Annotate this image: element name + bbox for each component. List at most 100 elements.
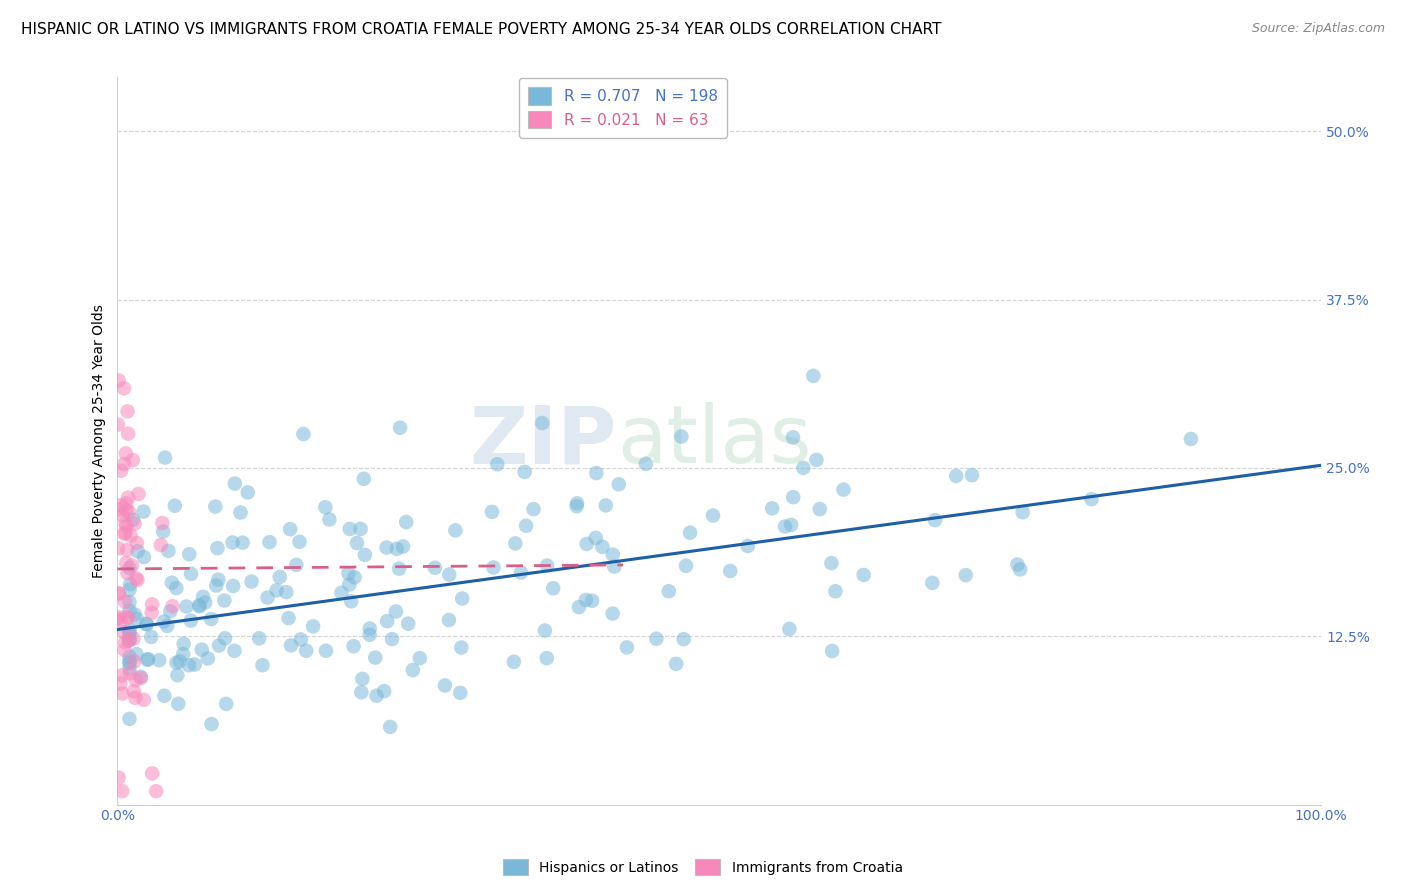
Point: [820, 556, 842, 570]
Point: [122, 632, 145, 646]
Point: [111, 508, 134, 523]
Point: [183, 657, 205, 672]
Point: [634, 457, 657, 471]
Point: [439, 567, 461, 582]
Point: [125, 673, 148, 687]
Point: [585, 531, 607, 545]
Point: [276, 585, 298, 599]
Point: [359, 628, 381, 642]
Legend: Hispanics or Latinos, Immigrants from Croatia: Hispanics or Latinos, Immigrants from Cr…: [498, 854, 908, 880]
Point: [194, 595, 217, 609]
Point: [107, 771, 129, 785]
Point: [389, 420, 412, 434]
Point: [1180, 432, 1202, 446]
Point: [510, 566, 533, 580]
Point: [718, 564, 741, 578]
Point: [645, 632, 668, 646]
Point: [388, 562, 411, 576]
Point: [118, 505, 141, 519]
Point: [114, 526, 136, 541]
Point: [778, 622, 800, 636]
Point: [318, 512, 340, 526]
Point: [486, 458, 509, 472]
Point: [177, 658, 200, 673]
Point: [536, 651, 558, 665]
Point: [340, 594, 363, 608]
Point: [118, 604, 141, 618]
Y-axis label: Female Poverty Among 25-34 Year Olds: Female Poverty Among 25-34 Year Olds: [93, 304, 107, 578]
Point: [141, 630, 163, 644]
Point: [115, 519, 138, 533]
Point: [568, 600, 591, 615]
Point: [352, 672, 374, 686]
Point: [117, 491, 139, 505]
Point: [449, 686, 471, 700]
Point: [607, 477, 630, 491]
Point: [115, 503, 138, 517]
Point: [482, 560, 505, 574]
Point: [118, 627, 141, 641]
Point: [773, 519, 796, 533]
Point: [136, 653, 159, 667]
Point: [129, 671, 152, 685]
Point: [832, 483, 855, 497]
Point: [515, 518, 537, 533]
Point: [205, 578, 228, 592]
Point: [761, 501, 783, 516]
Point: [124, 607, 146, 622]
Point: [122, 654, 145, 668]
Point: [157, 544, 180, 558]
Point: [214, 593, 236, 607]
Point: [278, 522, 301, 536]
Point: [145, 784, 167, 798]
Point: [112, 643, 135, 657]
Point: [292, 427, 315, 442]
Point: [148, 653, 170, 667]
Point: [502, 655, 524, 669]
Point: [118, 582, 141, 597]
Point: [222, 579, 245, 593]
Point: [395, 515, 418, 529]
Point: [112, 381, 135, 395]
Point: [118, 654, 141, 668]
Point: [385, 541, 408, 556]
Point: [1010, 562, 1032, 576]
Point: [204, 500, 226, 514]
Point: [107, 373, 129, 387]
Point: [375, 614, 398, 628]
Point: [153, 689, 176, 703]
Point: [808, 502, 831, 516]
Point: [114, 516, 136, 531]
Point: [337, 577, 360, 591]
Point: [409, 651, 432, 665]
Point: [350, 685, 373, 699]
Point: [162, 599, 184, 614]
Point: [671, 429, 693, 443]
Point: [114, 635, 136, 649]
Point: [437, 613, 460, 627]
Point: [531, 416, 554, 430]
Point: [247, 632, 270, 646]
Point: [256, 591, 278, 605]
Point: [591, 540, 613, 554]
Point: [152, 524, 174, 539]
Point: [288, 534, 311, 549]
Point: [122, 513, 145, 527]
Point: [602, 548, 624, 562]
Point: [259, 535, 281, 549]
Point: [166, 668, 188, 682]
Point: [115, 610, 138, 624]
Point: [129, 670, 152, 684]
Point: [135, 616, 157, 631]
Point: [290, 632, 312, 647]
Point: [114, 446, 136, 460]
Point: [330, 586, 353, 600]
Point: [117, 426, 139, 441]
Point: [955, 568, 977, 582]
Point: [107, 610, 129, 624]
Point: [481, 505, 503, 519]
Point: [565, 500, 588, 514]
Point: [595, 499, 617, 513]
Point: [277, 611, 299, 625]
Point: [513, 465, 536, 479]
